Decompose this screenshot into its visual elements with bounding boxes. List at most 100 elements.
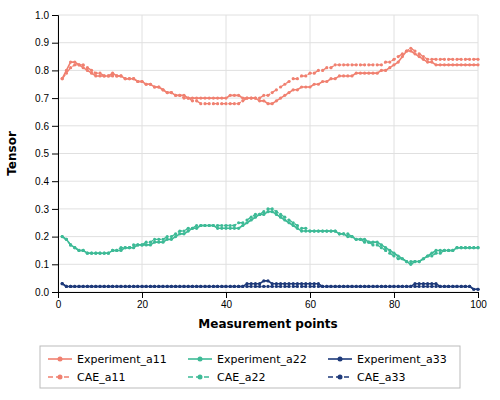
point [119,285,122,288]
point [346,285,349,288]
point [434,249,437,252]
point [241,99,244,102]
point [384,285,387,288]
point [338,285,341,288]
point [166,238,169,241]
point [283,282,286,285]
point [388,60,391,63]
point [191,285,194,288]
point [426,285,429,288]
point [212,97,215,100]
point [300,227,303,230]
point [329,229,332,232]
point [350,63,353,66]
point [157,238,160,241]
point [224,102,227,105]
point [342,63,345,66]
point [145,243,148,246]
point [220,97,223,100]
point [376,241,379,244]
point [472,288,475,291]
point [409,263,412,266]
point [82,63,85,66]
tick: 0.3 [35,204,58,215]
grid-line [58,264,478,265]
tick-label: 0 [56,299,62,310]
line [62,281,478,289]
point [367,241,370,244]
point [380,246,383,249]
point [363,63,366,66]
point [178,232,181,235]
point [430,58,433,61]
point [233,94,236,97]
point [128,246,131,249]
tick-mark [52,181,58,182]
point [132,77,135,80]
point [229,94,232,97]
point [212,224,215,227]
point [321,69,324,72]
point [250,285,253,288]
point [245,218,248,221]
point [279,216,282,219]
point [321,229,324,232]
axis-line [59,293,479,299]
line [62,212,478,265]
tick: 40 [221,292,233,310]
tick: 80 [389,292,401,310]
point [317,282,320,285]
point [279,85,282,88]
point [384,249,387,252]
point [145,241,148,244]
point [124,77,127,80]
point [430,285,433,288]
point [392,285,395,288]
point [464,246,467,249]
legend-marker [338,375,343,380]
point [334,229,337,232]
point [380,63,383,66]
point [262,279,265,282]
point [182,232,185,235]
point [77,63,80,66]
point [346,63,349,66]
point [149,285,152,288]
point [304,282,307,285]
point [271,210,274,213]
point [460,246,463,249]
tick-label: 0.6 [35,121,49,132]
point [409,260,412,263]
point [476,288,479,291]
point [250,218,253,221]
point [73,246,76,249]
point [460,58,463,61]
tick: 60 [305,292,317,310]
point [86,285,89,288]
point [170,285,173,288]
point [90,285,93,288]
point [308,282,311,285]
point [73,60,76,63]
point [258,213,261,216]
point [229,285,232,288]
tick: 0.8 [35,65,58,76]
point [405,260,408,263]
point [229,102,232,105]
tick-mark [52,43,58,44]
point [145,285,148,288]
point [111,285,114,288]
point [266,102,269,105]
point [174,94,177,97]
point [258,285,261,288]
legend-frame [40,346,460,388]
point [313,229,316,232]
point [103,252,106,255]
point [439,63,442,66]
point [422,257,425,260]
point [287,91,290,94]
point [237,227,240,230]
point [401,257,404,260]
point [98,285,101,288]
point [203,285,206,288]
